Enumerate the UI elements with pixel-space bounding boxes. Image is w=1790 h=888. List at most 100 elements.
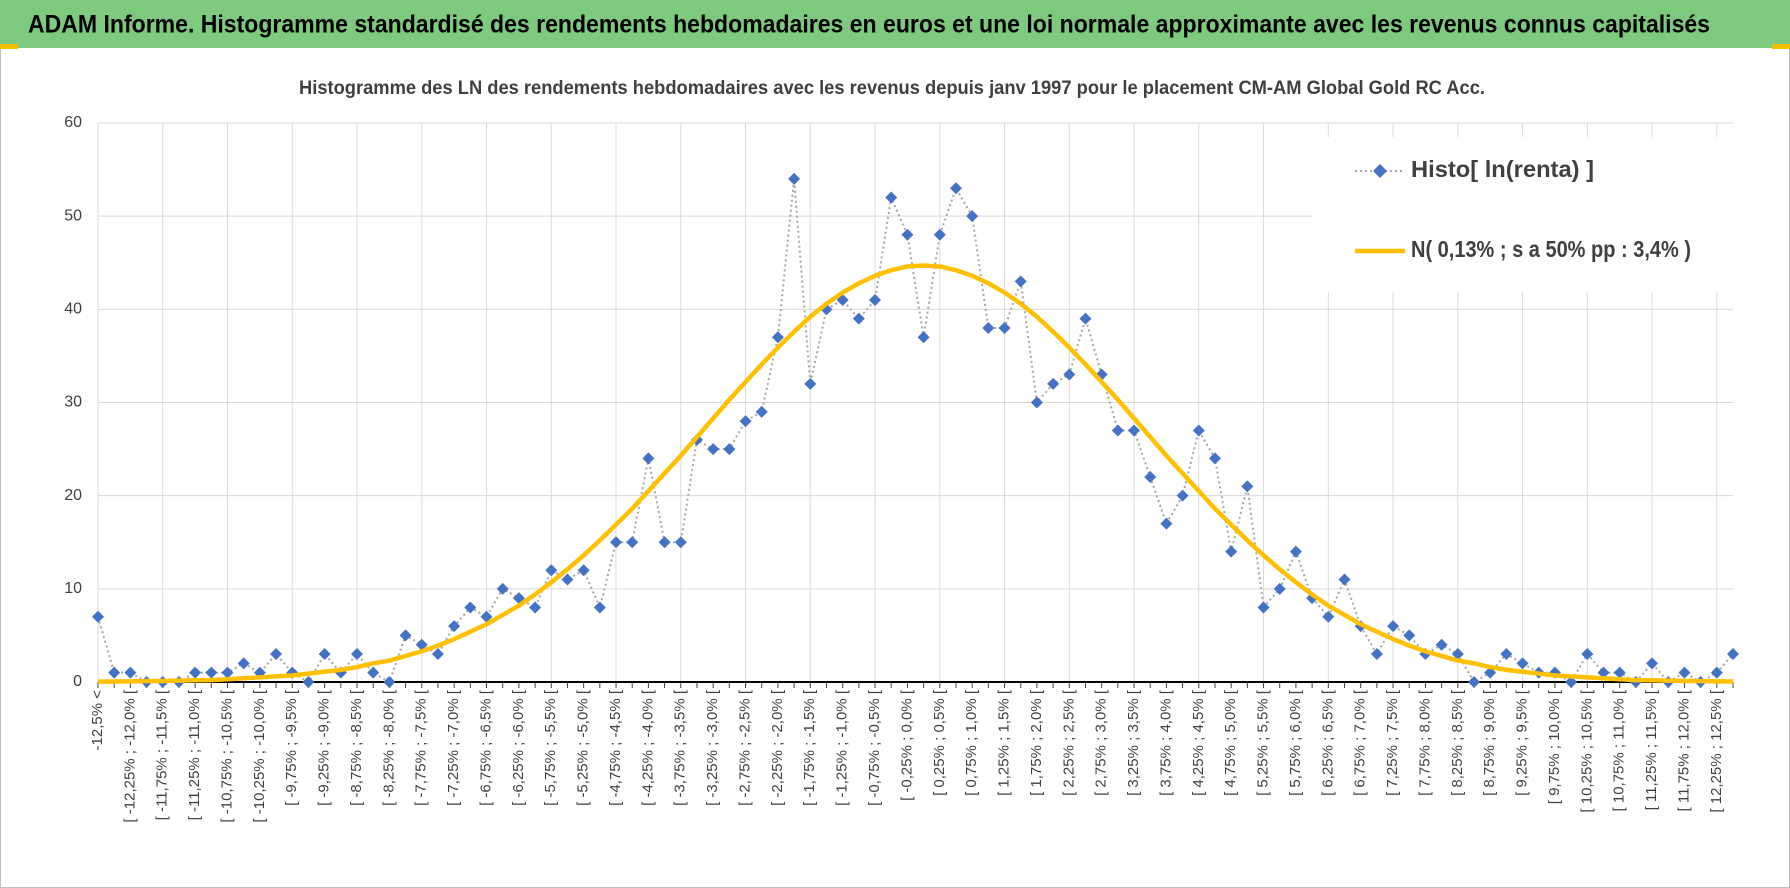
marker bbox=[351, 648, 364, 661]
marker bbox=[982, 321, 995, 334]
marker bbox=[1176, 489, 1189, 502]
legend-label: Histo[ ln(renta) ] bbox=[1411, 156, 1594, 182]
x-tick-label: [ 3,25% ; 3,5% [ bbox=[1125, 689, 1142, 796]
marker bbox=[1047, 377, 1060, 390]
x-tick-label: [ 10,75% ; 11,0% [ bbox=[1611, 689, 1628, 811]
marker bbox=[755, 405, 768, 418]
marker bbox=[771, 331, 784, 344]
x-tick-label: [ -3,75% ; -3,5% [ bbox=[672, 689, 689, 806]
x-tick-label: [ 12,25% ; 12,5% [ bbox=[1708, 689, 1725, 812]
x-tick-label: [ 6,25% ; 6,5% [ bbox=[1319, 689, 1336, 796]
marker bbox=[1128, 424, 1141, 437]
x-tick-label: [ 11,75% ; 12,0% [ bbox=[1675, 689, 1692, 811]
marker bbox=[788, 172, 801, 185]
marker bbox=[593, 601, 606, 614]
marker bbox=[1710, 666, 1723, 679]
marker bbox=[1387, 620, 1400, 633]
marker bbox=[415, 638, 428, 651]
x-tick-label: [ 2,25% ; 2,5% [ bbox=[1060, 689, 1077, 796]
x-tick-label: -12,5% < bbox=[89, 690, 106, 751]
marker bbox=[205, 666, 218, 679]
y-tick-label: 0 bbox=[73, 673, 82, 690]
marker bbox=[108, 666, 121, 679]
marker bbox=[1451, 648, 1464, 661]
y-tick-label: 20 bbox=[64, 487, 82, 504]
marker bbox=[1257, 601, 1270, 614]
series-line bbox=[97, 178, 1734, 684]
marker bbox=[1030, 396, 1043, 409]
marker bbox=[1322, 610, 1335, 623]
marker bbox=[464, 601, 477, 614]
marker bbox=[852, 312, 865, 325]
x-tick-label: [ -8,25% ; -8,0% [ bbox=[380, 689, 397, 806]
x-tick-label: [ 5,75% ; 6,0% [ bbox=[1287, 689, 1304, 796]
marker bbox=[302, 676, 315, 688]
y-tick-label: 30 bbox=[64, 394, 82, 411]
marker bbox=[1289, 545, 1302, 558]
marker bbox=[529, 601, 542, 614]
y-tick-label: 60 bbox=[64, 114, 82, 131]
marker bbox=[1241, 480, 1254, 493]
marker bbox=[1208, 452, 1221, 465]
marker bbox=[237, 657, 250, 670]
marker bbox=[1678, 666, 1691, 679]
marker bbox=[885, 191, 898, 204]
marker bbox=[496, 582, 509, 595]
marker bbox=[707, 443, 720, 456]
marker bbox=[804, 377, 817, 390]
marker bbox=[399, 629, 412, 642]
marker bbox=[1079, 312, 1092, 325]
marker bbox=[1111, 424, 1124, 437]
x-tick-label: [ -6,75% ; -6,5% [ bbox=[477, 689, 494, 806]
x-tick-label: [ -2,25% ; -2,0% [ bbox=[769, 689, 786, 806]
marker bbox=[1225, 545, 1238, 558]
marker bbox=[1063, 368, 1076, 381]
x-tick-label: [ 9,25% ; 9,5% [ bbox=[1514, 689, 1531, 796]
y-tick-label: 10 bbox=[64, 580, 82, 597]
x-tick-label: [ -9,25% ; -9,0% [ bbox=[316, 689, 333, 806]
x-tick-label: [ 0,75% ; 1,0% [ bbox=[963, 689, 980, 796]
marker bbox=[901, 228, 914, 241]
y-tick-label: 50 bbox=[64, 207, 82, 224]
x-tick-label: [ -12,25% ; -12,0% [ bbox=[121, 689, 138, 822]
marker bbox=[367, 666, 380, 679]
marker bbox=[1613, 666, 1626, 679]
x-tick-label: [ -10,75% ; -10,5% [ bbox=[218, 689, 235, 822]
marker bbox=[1403, 629, 1416, 642]
legend: Histo[ ln(renta) ] N( 0,13% ; s a 50% pp … bbox=[1313, 137, 1733, 292]
marker bbox=[545, 564, 558, 577]
chart-title: Histogramme des LN des rendements hebdom… bbox=[299, 78, 1485, 99]
marker bbox=[1144, 471, 1157, 484]
marker bbox=[1435, 638, 1448, 651]
marker bbox=[642, 452, 655, 465]
x-tick-label: [ 11,25% ; 11,5% [ bbox=[1643, 689, 1660, 810]
x-tick-label: [ -7,75% ; -7,5% [ bbox=[413, 689, 430, 806]
marker bbox=[1192, 424, 1205, 437]
x-tick-label: [ 7,75% ; 8,0% [ bbox=[1416, 689, 1433, 796]
x-tick-label: [ 0,25% ; 0,5% [ bbox=[931, 689, 948, 796]
x-tick-label: [ 9,75% ; 10,0% [ bbox=[1546, 689, 1563, 804]
x-tick-label: [ 4,75% ; 5,0% [ bbox=[1222, 689, 1239, 796]
x-tick-label: [ 5,25% ; 5,5% [ bbox=[1255, 689, 1272, 796]
x-tick-label: [ -0,25% ; 0,0% [ bbox=[898, 689, 915, 801]
marker bbox=[561, 573, 574, 586]
x-tick-label: [ -1,75% ; -1,5% [ bbox=[801, 689, 818, 806]
marker bbox=[431, 648, 444, 661]
x-tick-label: [ -9,75% ; -9,5% [ bbox=[283, 689, 300, 806]
marker bbox=[739, 415, 752, 428]
marker bbox=[448, 620, 461, 633]
marker bbox=[869, 294, 882, 307]
marker bbox=[1014, 275, 1027, 288]
x-tick-label: [ 1,25% ; 1,5% [ bbox=[996, 689, 1013, 796]
x-tick-label: [ -3,25% ; -3,0% [ bbox=[704, 689, 721, 806]
x-tick-label: [ -8,75% ; -8,5% [ bbox=[348, 689, 365, 806]
marker bbox=[723, 443, 736, 456]
y-tick-label: 40 bbox=[64, 301, 82, 318]
marker bbox=[1500, 648, 1513, 661]
marker bbox=[610, 536, 623, 549]
marker bbox=[577, 564, 590, 577]
x-tick-label: [ -5,75% ; -5,5% [ bbox=[542, 689, 559, 806]
marker bbox=[383, 676, 396, 688]
marker bbox=[124, 666, 137, 679]
